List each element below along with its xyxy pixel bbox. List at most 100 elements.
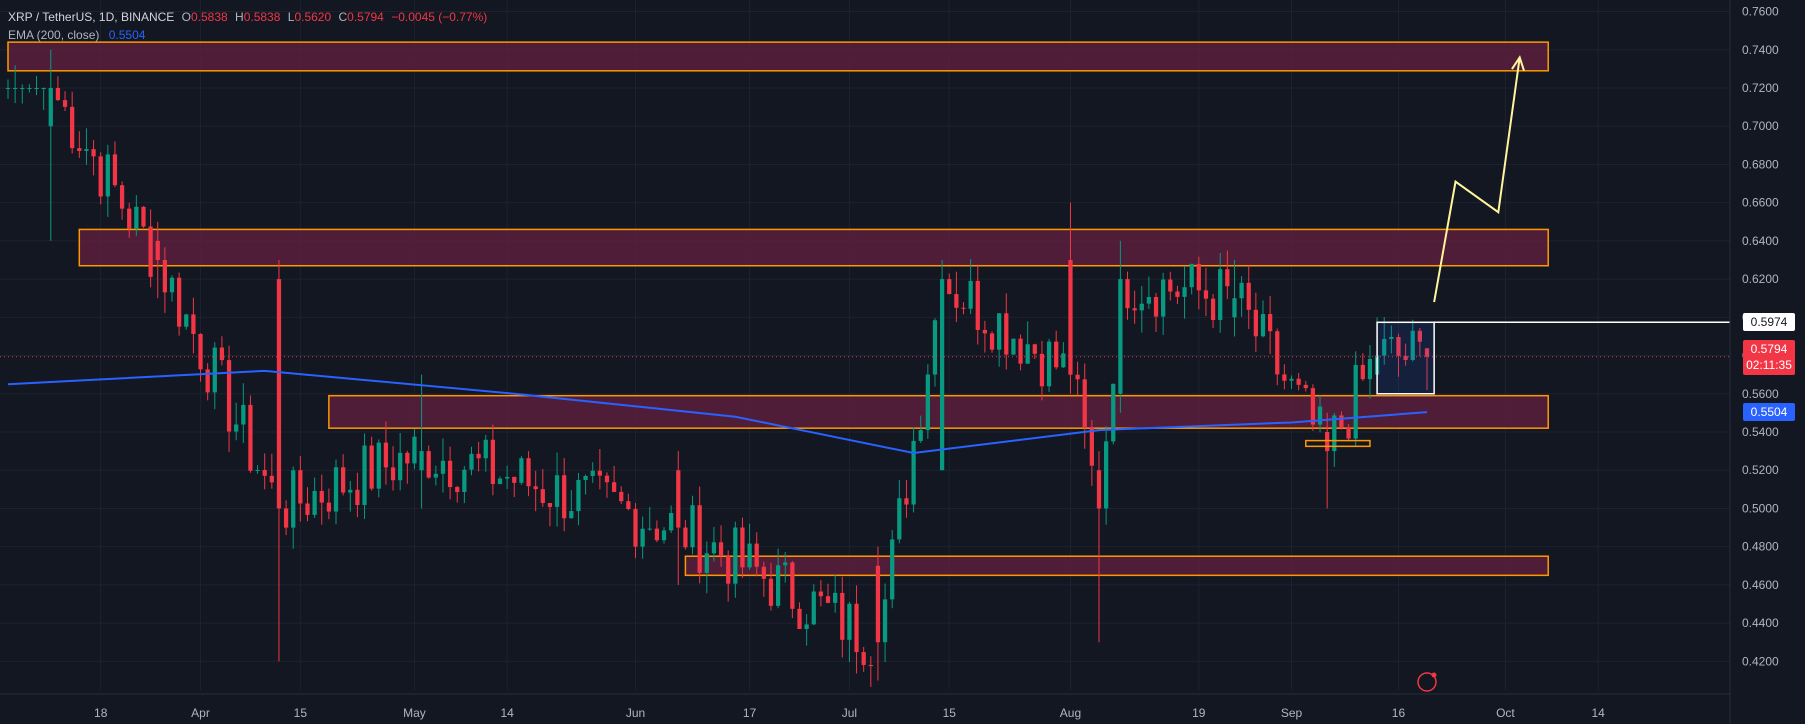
candle-body — [433, 473, 438, 478]
candle-body — [804, 624, 809, 629]
candle-body — [497, 478, 503, 485]
candle-body — [41, 88, 46, 89]
y-tick-label: 0.7200 — [1742, 81, 1779, 95]
projection-path — [1433, 57, 1521, 303]
candle-body — [219, 347, 225, 361]
candle-body — [1011, 338, 1016, 355]
candle-body — [818, 591, 824, 597]
symbol-title[interactable]: XRP / TetherUS, 1D, BINANCE — [8, 10, 175, 24]
candle-body — [1175, 291, 1180, 297]
candle-body — [184, 314, 189, 327]
candle-body — [55, 88, 61, 101]
candle-body — [127, 208, 132, 229]
candle-body — [1046, 341, 1052, 387]
y-tick-label: 0.7000 — [1742, 119, 1779, 133]
candle-body — [562, 475, 567, 519]
x-tick-label: 19 — [1192, 706, 1206, 720]
candle-body — [298, 470, 303, 504]
candle-body — [768, 578, 774, 606]
candle-body — [305, 503, 310, 515]
chart-legend: XRP / TetherUS, 1D, BINANCE O0.5838 H0.5… — [8, 8, 487, 44]
x-tick-label: 16 — [1392, 706, 1406, 720]
candle-body — [947, 279, 952, 295]
candle-body — [619, 491, 624, 502]
candle-body — [390, 467, 396, 481]
candle-body — [405, 452, 410, 464]
candle-body — [1424, 348, 1430, 357]
candle-body — [590, 470, 595, 476]
candle-body — [939, 279, 945, 471]
x-tick-label: Oct — [1496, 706, 1515, 720]
ema-200-line — [7, 369, 1428, 455]
y-tick-label: 0.5200 — [1742, 463, 1779, 477]
y-tick-label: 0.5600 — [1742, 387, 1779, 401]
candle-body — [177, 277, 182, 327]
support-resistance-zones — [7, 41, 1549, 577]
candle-body — [376, 442, 381, 489]
candle-body — [269, 475, 274, 483]
candle-body — [148, 226, 153, 277]
candle-body — [312, 490, 317, 515]
candle-body — [84, 149, 89, 151]
candle-body — [262, 470, 267, 476]
candle-body — [890, 539, 895, 600]
candle-body — [911, 440, 916, 505]
selection-box — [1376, 321, 1435, 395]
candle-body — [726, 556, 731, 584]
zone-box — [78, 228, 1549, 267]
candle-body — [1161, 279, 1166, 317]
y-tick-label: 0.7400 — [1742, 43, 1779, 57]
x-tick-label: 14 — [500, 706, 514, 720]
candle-body — [704, 553, 709, 573]
candle-body — [797, 608, 802, 629]
candle-body — [248, 404, 253, 471]
x-tick-label: 17 — [743, 706, 757, 720]
candle-body — [205, 369, 210, 393]
candle-body — [276, 279, 282, 509]
candle-body — [169, 277, 175, 293]
candle-body — [27, 88, 32, 89]
candle-body — [1118, 279, 1123, 394]
candle-body — [1332, 415, 1337, 452]
candle-body — [119, 185, 125, 209]
candle-body — [70, 106, 75, 149]
candle-body — [811, 591, 816, 625]
candle-body — [669, 512, 674, 531]
candle-body — [1317, 406, 1323, 425]
candle-body — [825, 596, 831, 603]
candle-body — [77, 148, 82, 151]
open-value: 0.5838 — [190, 10, 228, 24]
candle-body — [1096, 470, 1102, 509]
candle-body — [982, 329, 988, 334]
high-label: H — [235, 10, 244, 24]
candle-body — [162, 260, 168, 293]
candle-body — [1075, 374, 1080, 380]
ema-label[interactable]: EMA (200, close) — [8, 28, 100, 42]
candle-body — [861, 652, 866, 665]
candle-body — [1139, 303, 1144, 311]
candle-body — [105, 154, 110, 197]
candle-body — [540, 489, 545, 503]
candle-body — [975, 280, 980, 330]
candle-body — [1089, 427, 1094, 466]
bar-countdown: 02:11:35 — [1746, 357, 1792, 372]
candle-body — [1296, 378, 1301, 385]
candle-body — [1025, 344, 1030, 364]
x-tick-label: Sep — [1281, 706, 1303, 720]
candle-body — [447, 460, 453, 488]
y-tick-label: 0.4400 — [1742, 616, 1779, 630]
candle-body — [547, 502, 553, 507]
candle-body — [747, 543, 752, 568]
ema-legend-value: 0.5504 — [108, 28, 146, 42]
candle-body — [954, 294, 959, 308]
candle-body — [597, 470, 602, 476]
x-tick-label: Jun — [626, 706, 645, 720]
candle-body — [462, 469, 467, 492]
candle-body — [932, 320, 938, 375]
candle-body — [426, 451, 431, 478]
candle-body — [840, 592, 845, 640]
candle-body — [1396, 336, 1401, 356]
candle-body — [1218, 269, 1223, 321]
y-tick-label: 0.6600 — [1742, 196, 1779, 210]
